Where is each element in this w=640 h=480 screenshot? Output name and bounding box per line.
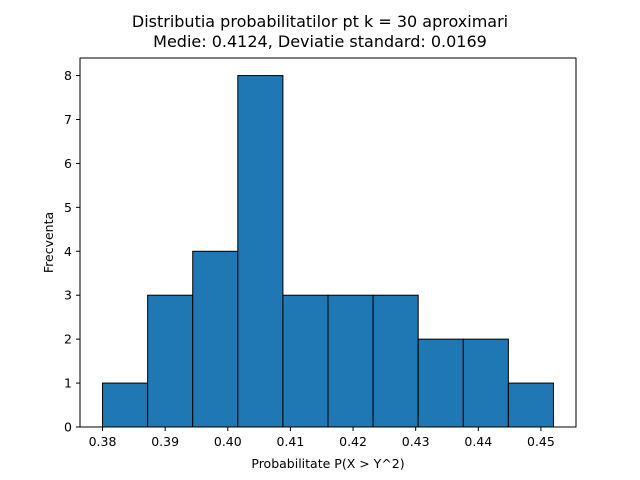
x-tick-label: 0.39 xyxy=(151,434,179,449)
histogram-bar xyxy=(462,338,509,428)
y-tick-label: 2 xyxy=(64,332,72,347)
x-tick-label: 0.40 xyxy=(214,434,242,449)
histogram-bar xyxy=(417,338,464,428)
histogram-bar xyxy=(147,294,194,428)
y-tick-label: 4 xyxy=(64,244,72,259)
histogram-bar xyxy=(327,294,374,428)
y-tick-label: 6 xyxy=(64,156,72,171)
y-tick-label: 0 xyxy=(64,420,72,435)
histogram-bar xyxy=(372,294,419,428)
y-tick-label: 5 xyxy=(64,200,72,215)
chart-title-block: Distributia probabilitatilor pt k = 30 a… xyxy=(0,12,640,51)
x-tick-label: 0.43 xyxy=(402,434,430,449)
histogram-bar xyxy=(102,382,149,428)
y-tick-label: 8 xyxy=(64,68,72,83)
x-tick-label: 0.38 xyxy=(89,434,117,449)
histogram-bar xyxy=(282,294,329,428)
histogram-bar xyxy=(237,75,284,428)
bars-group xyxy=(102,75,554,428)
x-tick-label: 0.45 xyxy=(527,434,555,449)
y-tick-label: 1 xyxy=(64,376,72,391)
histogram-bar xyxy=(507,382,554,428)
x-axis-ticks: 0.38 0.39 0.40 0.41 0.42 0.43 0.44 0.45 xyxy=(89,427,555,449)
chart-title: Distributia probabilitatilor pt k = 30 a… xyxy=(131,12,509,31)
y-axis-ticks: 0 1 2 3 4 5 6 7 8 xyxy=(64,68,80,435)
plot-area-frame xyxy=(79,57,577,428)
y-axis-label: Frecventa xyxy=(41,212,56,273)
x-tick-label: 0.42 xyxy=(339,434,367,449)
histogram-bar xyxy=(192,250,239,428)
x-tick-label: 0.41 xyxy=(277,434,305,449)
y-tick-label: 7 xyxy=(64,112,72,127)
x-axis-label: Probabilitate P(X > Y^2) xyxy=(251,456,404,471)
chart-subtitle: Medie: 0.4124, Deviatie standard: 0.0169 xyxy=(153,31,487,51)
x-tick-label: 0.44 xyxy=(464,434,492,449)
y-tick-label: 3 xyxy=(64,288,72,303)
